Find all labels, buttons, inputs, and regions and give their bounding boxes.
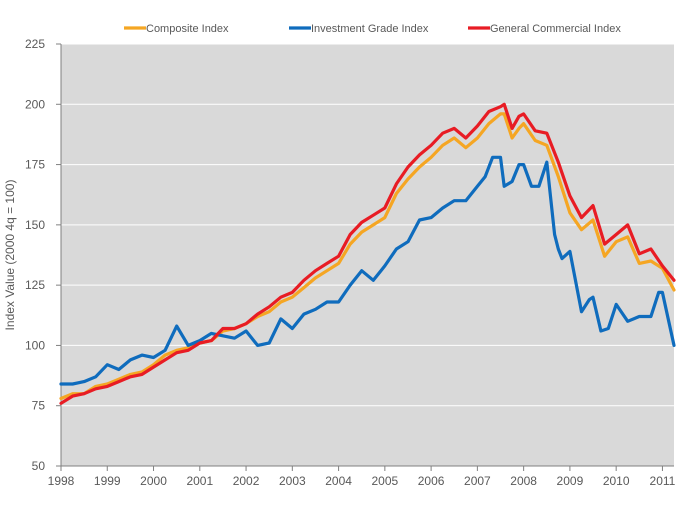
y-axis-title: Index Value (2000 4q = 100) bbox=[3, 180, 17, 331]
x-tick-label: 1998 bbox=[48, 474, 75, 488]
y-tick-label: 50 bbox=[32, 459, 46, 473]
series-line-investment-grade-index bbox=[59, 155, 676, 386]
series-line-general-commercial-index bbox=[59, 102, 676, 405]
y-tick-label: 125 bbox=[25, 278, 45, 292]
x-tick-label: 2003 bbox=[279, 474, 306, 488]
y-tick-label: 225 bbox=[25, 37, 45, 51]
x-tick-label: 2011 bbox=[650, 474, 676, 488]
x-tick-label: 2000 bbox=[140, 474, 167, 488]
x-tick-label: 2007 bbox=[464, 474, 491, 488]
y-tick-label: 150 bbox=[25, 218, 45, 232]
x-tick-label: 1999 bbox=[94, 474, 121, 488]
x-tick-label: 2010 bbox=[603, 474, 630, 488]
legend-label: General Commercial Index bbox=[490, 23, 621, 35]
legend-label: Investment Grade Index bbox=[311, 23, 429, 35]
y-tick-label: 100 bbox=[25, 338, 45, 352]
x-tick-label: 2004 bbox=[325, 474, 352, 488]
x-tick-label: 2001 bbox=[186, 474, 213, 488]
x-tick-label: 2005 bbox=[371, 474, 398, 488]
x-tick-label: 2002 bbox=[233, 474, 260, 488]
x-tick-label: 2009 bbox=[557, 474, 584, 488]
x-tick-label: 2006 bbox=[418, 474, 445, 488]
series-line-composite-index bbox=[59, 112, 676, 401]
legend-label: Composite Index bbox=[146, 23, 229, 35]
y-tick-label: 200 bbox=[25, 97, 45, 111]
plot-area bbox=[61, 44, 674, 466]
y-tick-label: 75 bbox=[32, 399, 46, 413]
x-tick-label: 2008 bbox=[510, 474, 537, 488]
y-tick-label: 175 bbox=[25, 158, 45, 172]
